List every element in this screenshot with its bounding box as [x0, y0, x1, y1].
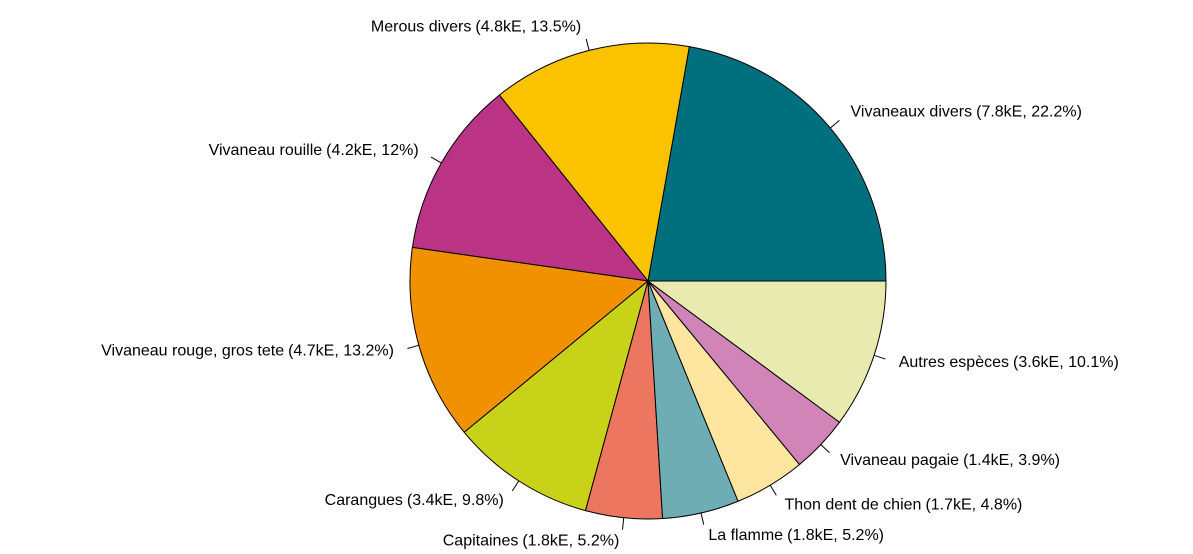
slice-label: La flamme (1.8kE, 5.2%) [708, 527, 884, 544]
slice-label: Capitaines (1.8kE, 5.2%) [443, 533, 620, 550]
slice-name: Vivaneaux divers [851, 104, 973, 121]
slice-label: Vivaneau rouille (4.2kE, 12%) [209, 142, 419, 159]
leader-line [769, 484, 777, 496]
leader-line [585, 38, 590, 51]
slice-value-label: (3.4kE, 9.8%) [407, 492, 504, 509]
slice-value-label: (4.2kE, 12%) [326, 142, 418, 159]
slice-label: Carangues (3.4kE, 9.8%) [325, 492, 504, 509]
slice-value-label: (4.8kE, 13.5%) [475, 19, 581, 36]
pie-slice [498, 42, 690, 283]
slice-name: Merous divers [371, 19, 471, 36]
slice-value-label: (1.7kE, 4.8%) [925, 497, 1022, 514]
slice-value-label: (1.8kE, 5.2%) [787, 527, 884, 544]
slice-value-label: (3.6kE, 10.1%) [1013, 354, 1119, 371]
slice-name: Vivaneau rouille [209, 142, 323, 159]
slice-label: Vivaneau pagaie (1.4kE, 3.9%) [840, 452, 1060, 469]
leader-line [511, 480, 520, 492]
slice-name: Vivaneau pagaie [840, 452, 959, 469]
leader-line [829, 119, 840, 129]
leader-line [430, 156, 442, 164]
leader-line [622, 517, 625, 530]
slice-label: Vivaneau rouge, gros tete (4.7kE, 13.2%) [101, 343, 394, 360]
slice-value-label: (4.7kE, 13.2%) [288, 343, 394, 360]
slice-value-label: (7.8kE, 22.2%) [976, 104, 1082, 121]
slice-value-label: (1.4kE, 3.9%) [963, 452, 1060, 469]
slice-name: Vivaneau rouge, gros tete [101, 343, 284, 360]
slice-value-label: (1.8kE, 5.2%) [522, 533, 619, 550]
leader-line [820, 444, 830, 454]
slice-label: Autres espèces (3.6kE, 10.1%) [899, 354, 1119, 371]
pie-slice [647, 46, 887, 282]
pie-slice [411, 94, 650, 282]
slice-name: Thon dent de chien [784, 497, 921, 514]
slice-label: Thon dent de chien (1.7kE, 4.8%) [784, 497, 1022, 514]
slice-label: Vivaneaux divers (7.8kE, 22.2%) [851, 104, 1082, 121]
slice-name: Capitaines [443, 533, 519, 550]
slice-name: Autres espèces [899, 354, 1009, 371]
slice-label: Merous divers (4.8kE, 13.5%) [371, 19, 581, 36]
leader-line [873, 354, 886, 360]
leader-line [407, 344, 419, 350]
slice-name: La flamme [708, 527, 783, 544]
leader-line [700, 512, 705, 525]
slice-name: Carangues [325, 492, 403, 509]
